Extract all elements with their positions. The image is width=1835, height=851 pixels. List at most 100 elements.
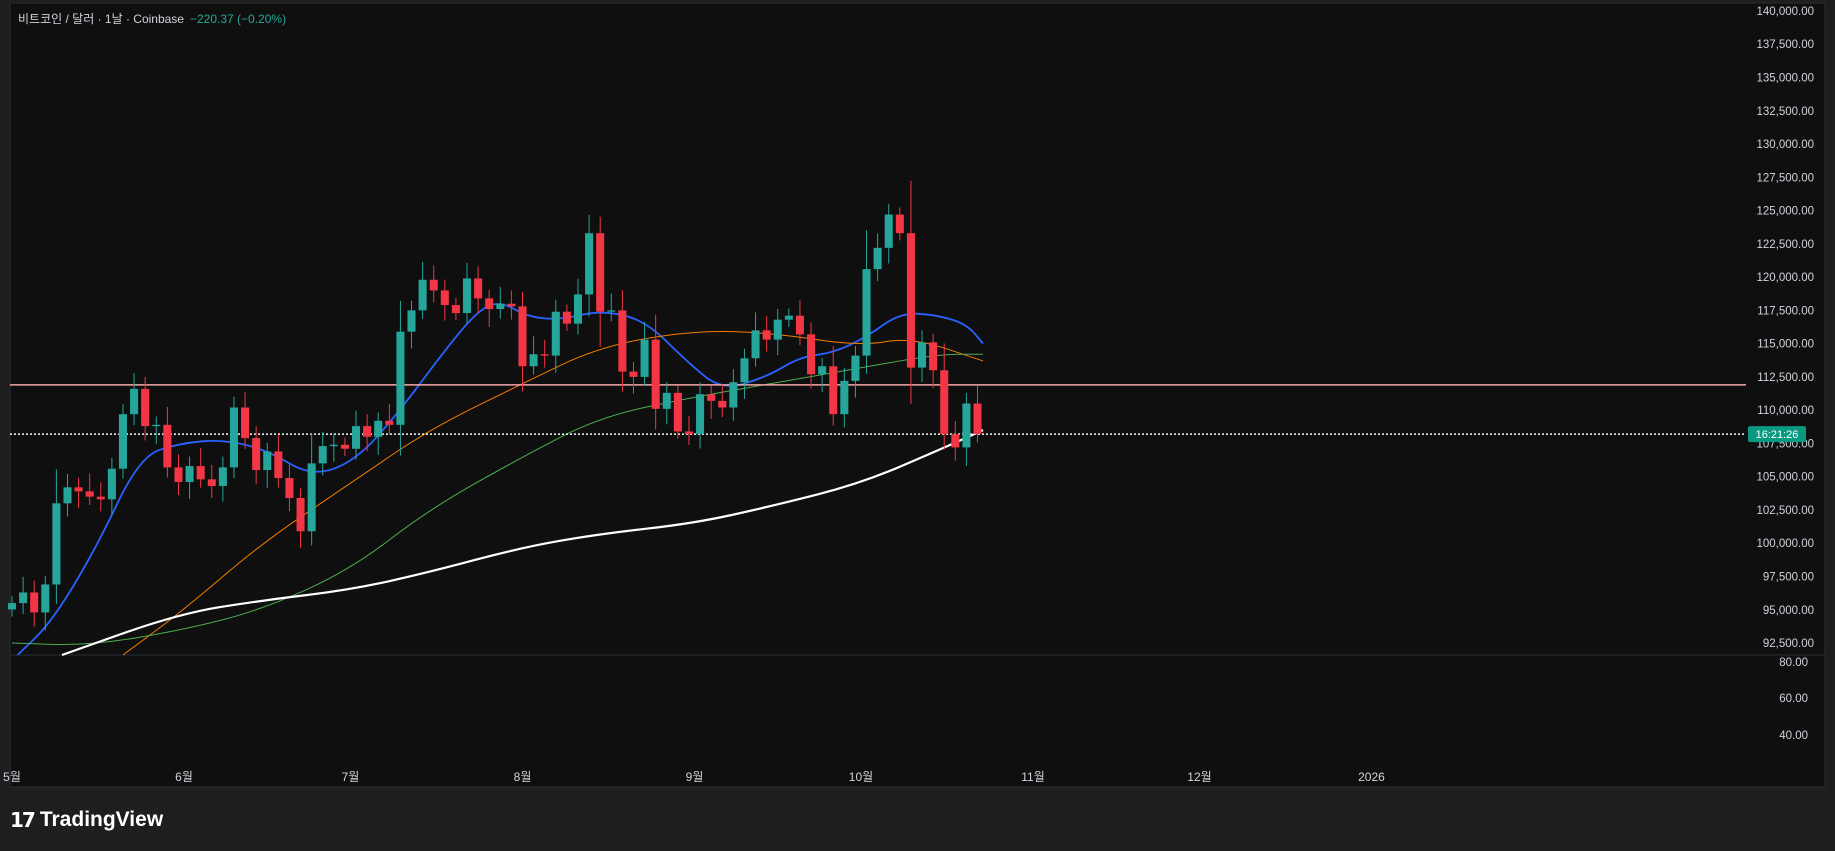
candle-body (562, 311, 571, 324)
y-tick-label: 127,500.00 (1756, 172, 1814, 184)
moving-average-line (11, 353, 984, 646)
candle-body (729, 382, 738, 408)
candle-body (196, 466, 205, 480)
candle-body (485, 298, 494, 310)
brand-name: TradingView (39, 808, 164, 831)
candle-body (107, 468, 116, 500)
candle-body (962, 403, 971, 448)
candle-body (263, 451, 272, 471)
candle-body (418, 279, 427, 311)
candle-body (906, 233, 915, 368)
candle-body (673, 392, 682, 432)
candle-body (829, 366, 838, 415)
symbol-header: 비트코인 / 달러 · 1날 · Coinbase −220.37 (−0.20%… (18, 10, 286, 27)
candle-body (19, 592, 28, 604)
candle-body (318, 446, 327, 464)
candle-body (851, 355, 860, 381)
moving-average-line (122, 330, 984, 656)
candle-body (884, 214, 893, 248)
candle-body (718, 400, 727, 408)
candle-body (285, 478, 294, 498)
y-tick-label: 100,000.00 (1756, 538, 1814, 550)
candle-body (451, 305, 460, 314)
candle-body (163, 424, 172, 468)
y-tick-label: 132,500.00 (1756, 106, 1814, 118)
candle-body (174, 467, 183, 483)
y-tick-label: 130,000.00 (1756, 139, 1814, 151)
candle-body (252, 438, 261, 471)
tradingview-brand[interactable]: 17 TradingView (10, 808, 163, 832)
candle-body (795, 315, 804, 335)
y-tick-label: 95,000.00 (1763, 605, 1814, 617)
y-tick-label: 105,000.00 (1756, 472, 1814, 484)
current-price-tag-bg (1748, 426, 1806, 443)
candle-body (540, 354, 549, 356)
price-scale-background (1746, 3, 1825, 787)
candle-body (596, 233, 605, 312)
candle-body (496, 303, 505, 310)
symbol-title: 비트코인 / 달러 · 1날 · Coinbase (18, 12, 184, 26)
candle-body (374, 420, 383, 437)
candle-body (751, 330, 760, 359)
candle-body (696, 394, 705, 435)
candle-body (973, 403, 982, 435)
candle-body (41, 584, 50, 613)
candle-body (74, 487, 83, 492)
candle-body (363, 426, 372, 437)
tradingview-logo-icon: 17 (10, 808, 36, 832)
y-tick-label: 140,000.00 (1756, 6, 1814, 18)
candle-body (607, 310, 616, 312)
candle-body (340, 444, 349, 449)
candle-body (662, 392, 671, 409)
y-tick-label: 102,500.00 (1756, 505, 1814, 517)
x-tick-label: 2026 (1358, 770, 1385, 784)
candle-body (241, 407, 250, 439)
candle-body (141, 388, 150, 427)
x-tick-label: 9월 (686, 770, 704, 784)
y-tick-label: 92,500.00 (1763, 638, 1814, 650)
chart-frame (9, 2, 1826, 788)
x-tick-label: 7월 (342, 770, 360, 784)
y-tick-label: 137,500.00 (1756, 39, 1814, 51)
candle-body (274, 451, 283, 479)
candle-body (207, 479, 216, 487)
candle-body (185, 466, 194, 483)
candle-body (951, 434, 960, 448)
y-tick-label: 122,500.00 (1756, 239, 1814, 251)
candle-body (507, 303, 516, 307)
candle-body (640, 339, 649, 377)
candle-body (862, 269, 871, 356)
candle-body (917, 342, 927, 368)
sub-y-tick-label: 80.00 (1779, 657, 1808, 669)
candle-body (85, 491, 94, 497)
candle-body (118, 414, 128, 469)
candle-body (807, 334, 816, 375)
candle-body (7, 603, 17, 610)
candle-body (385, 420, 394, 425)
candle-body (762, 330, 771, 340)
candle-body (352, 426, 361, 449)
y-tick-label: 115,000.00 (1757, 339, 1814, 351)
candle-body (895, 214, 904, 234)
candle-body (52, 503, 61, 585)
y-tick-label: 120,000.00 (1756, 272, 1814, 284)
candle-body (407, 310, 416, 332)
candle-body (651, 339, 660, 409)
x-tick-label: 8월 (514, 770, 532, 784)
candle-body (629, 371, 638, 377)
candle-body (840, 380, 849, 415)
moving-average-line (16, 303, 984, 656)
candle-body (296, 497, 305, 532)
candle-body (784, 315, 793, 320)
x-tick-label: 12월 (1187, 770, 1211, 784)
candle-body (929, 342, 938, 371)
y-tick-label: 110,000.00 (1757, 405, 1814, 417)
candle-body (518, 306, 527, 367)
candle-body (773, 319, 782, 340)
x-tick-label: 11월 (1021, 770, 1045, 784)
y-tick-label: 125,000.00 (1756, 206, 1814, 218)
y-tick-label: 135,000.00 (1756, 73, 1814, 85)
x-tick-label: 10월 (849, 770, 873, 784)
candle-body (551, 311, 560, 356)
